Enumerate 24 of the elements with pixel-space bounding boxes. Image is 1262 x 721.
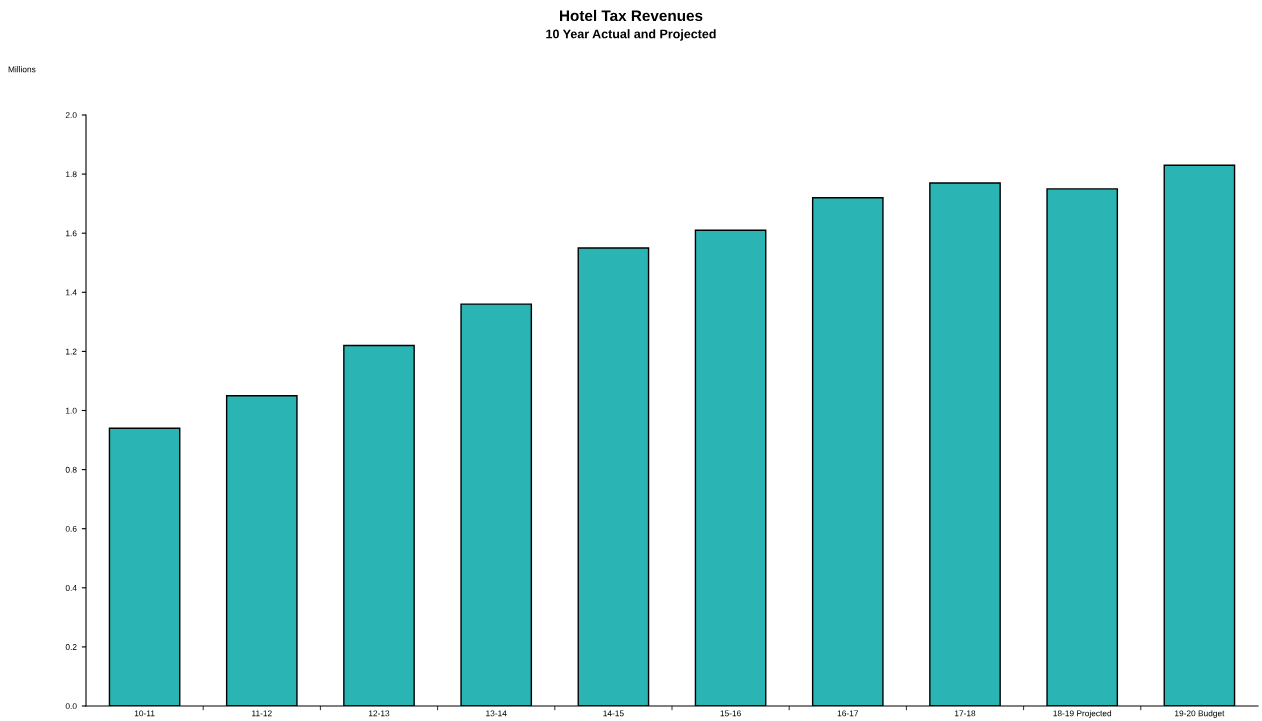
x-tick-label: 19-20 Budget	[1175, 710, 1225, 718]
y-tick-label: 0.8	[65, 466, 77, 473]
x-tick-label: 18-19 Projected	[1053, 710, 1112, 718]
y-tick-label: 1.4	[66, 289, 77, 296]
x-tick-label: 17-18	[954, 710, 976, 717]
y-tick-label: 1.0	[66, 407, 77, 414]
text: Millions	[8, 66, 36, 73]
y-tick-label: 0.2	[65, 644, 77, 650]
x-tick-label: 15-16	[720, 710, 741, 717]
chart-subtitle: 10 Year Actual and Projected	[546, 29, 716, 41]
y-tick-label: 1.8	[66, 171, 77, 178]
x-tick-label: 11-12	[252, 710, 272, 717]
y-tick-label: 0.6	[65, 525, 77, 532]
x-tick-label: 14-15	[603, 710, 624, 717]
y-tick-label: 1.2	[66, 348, 77, 355]
y-tick-label: 2.0	[65, 112, 77, 119]
chart-title: Hotel Tax Revenues	[560, 9, 703, 22]
x-tick-label: 10-11	[134, 710, 155, 717]
x-tick-label: 13-14	[486, 710, 507, 717]
x-tick-label: 16-17	[837, 710, 859, 717]
y-tick-label: 0.4	[65, 585, 77, 591]
y-tick-label: 1.6	[66, 230, 77, 237]
y-tick-label: 0.0	[65, 703, 77, 710]
x-tick-label: 12-13	[368, 710, 390, 717]
